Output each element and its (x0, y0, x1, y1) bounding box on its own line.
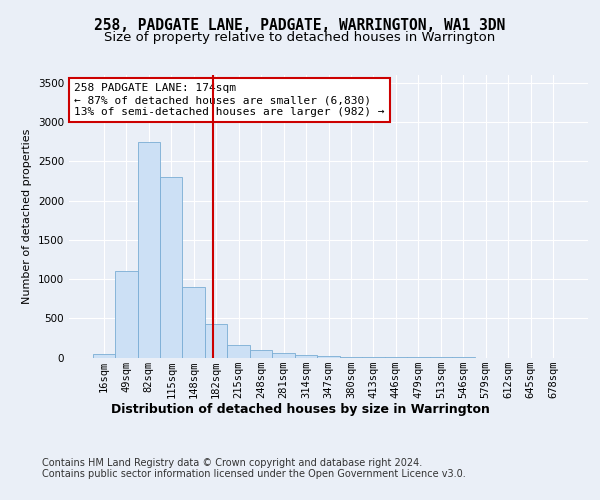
Text: Distribution of detached houses by size in Warrington: Distribution of detached houses by size … (110, 402, 490, 415)
Bar (227, 345, 250, 358)
Text: 258 PADGATE LANE: 174sqm
← 87% of detached houses are smaller (6,830)
13% of sem: 258 PADGATE LANE: 174sqm ← 87% of detach… (74, 84, 385, 116)
Bar (92, 354, 115, 358)
Text: Contains HM Land Registry data © Crown copyright and database right 2024.
Contai: Contains HM Land Registry data © Crown c… (42, 458, 466, 479)
Text: Size of property relative to detached houses in Warrington: Size of property relative to detached ho… (104, 31, 496, 44)
Bar (340, 357, 362, 358)
Y-axis label: Number of detached properties: Number of detached properties (22, 128, 32, 304)
Bar (272, 353, 295, 358)
Bar (250, 350, 272, 358)
Bar (317, 356, 340, 358)
Bar (205, 324, 227, 358)
Bar (295, 355, 317, 358)
Bar (115, 271, 137, 358)
Text: 258, PADGATE LANE, PADGATE, WARRINGTON, WA1 3DN: 258, PADGATE LANE, PADGATE, WARRINGTON, … (94, 18, 506, 32)
Bar (182, 287, 205, 358)
Bar (137, 142, 160, 358)
Bar (160, 177, 182, 358)
